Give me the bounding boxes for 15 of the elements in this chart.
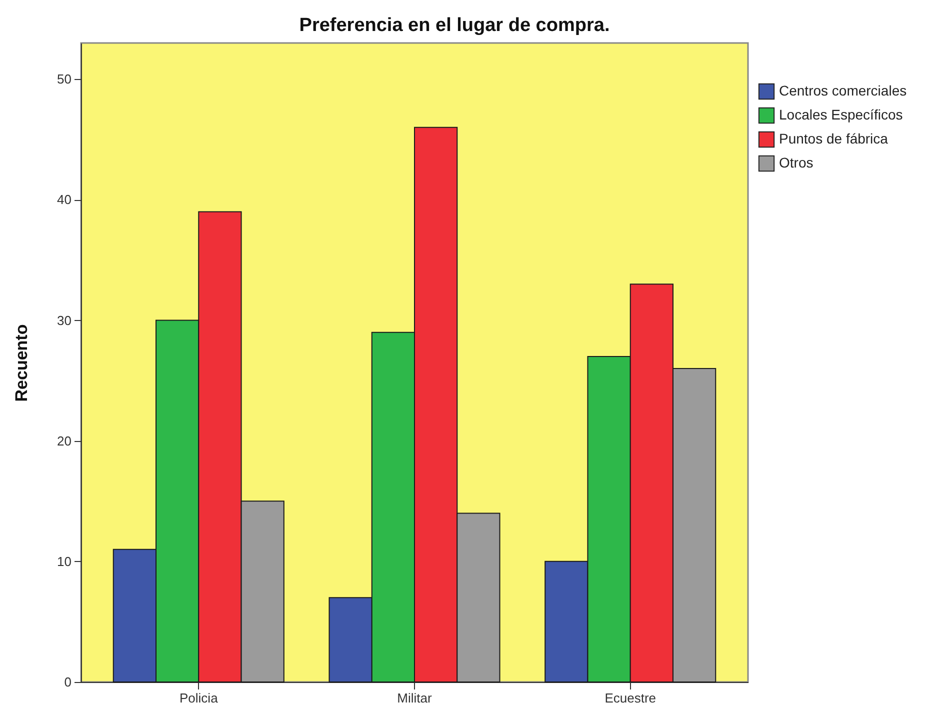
x-tick-label: Militar — [397, 690, 432, 706]
y-tick-label: 0 — [64, 674, 72, 690]
y-tick-label: 50 — [57, 72, 72, 87]
legend-label: Puntos de fábrica — [779, 130, 888, 146]
x-tick-label: Ecuestre — [604, 690, 656, 706]
y-tick-label: 10 — [57, 554, 72, 569]
y-tick-label: 40 — [57, 192, 72, 208]
x-tick-label: Policia — [179, 690, 219, 706]
legend-label: Otros — [779, 154, 814, 170]
legend-label: Centros comerciales — [779, 82, 907, 98]
legend-label: Locales Específicos — [779, 106, 903, 122]
y-axis-title: Recuento — [12, 324, 32, 402]
chart-title: Preferencia en el lugar de compra. — [299, 15, 610, 36]
y-tick-label: 20 — [57, 433, 72, 448]
y-tick-label: 30 — [57, 312, 72, 328]
